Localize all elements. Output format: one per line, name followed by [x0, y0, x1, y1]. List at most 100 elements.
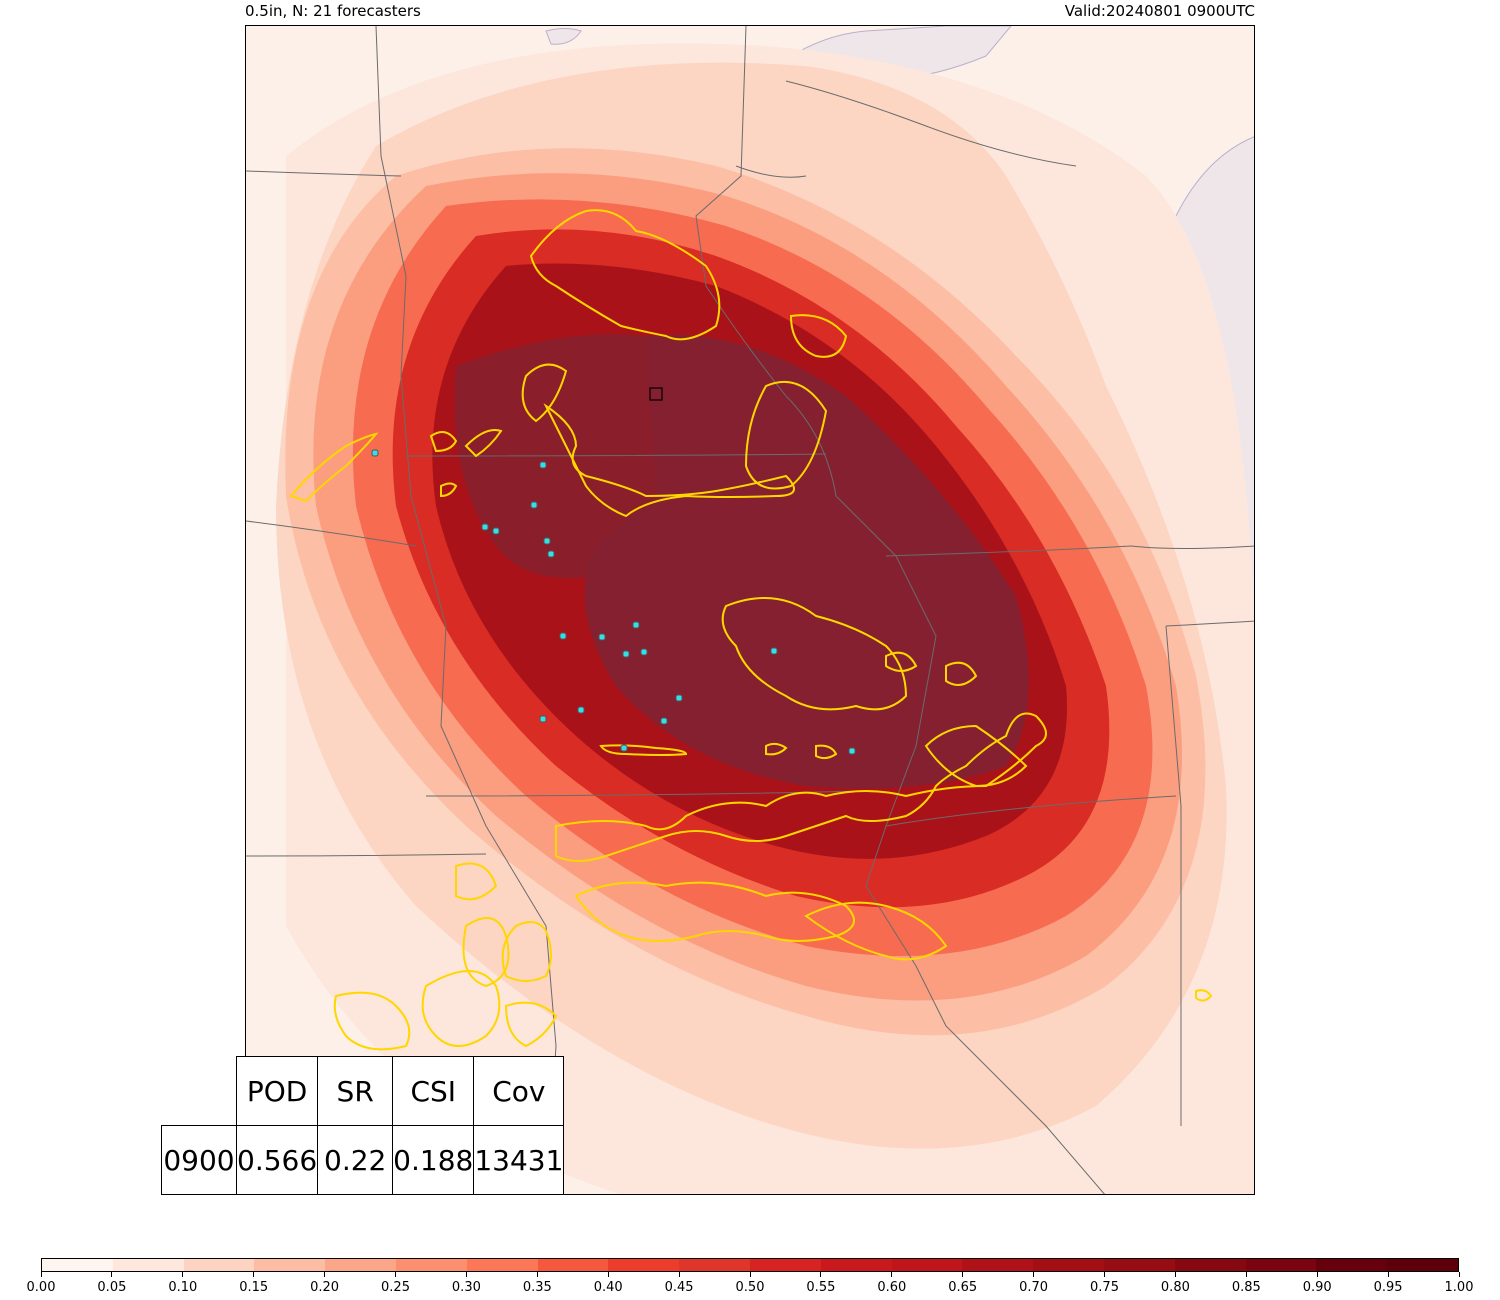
- colorbar-segment: [254, 1259, 326, 1271]
- colorbar-segment: [537, 1259, 609, 1271]
- colorbar-segment: [183, 1259, 255, 1271]
- colorbar-tick: [324, 1272, 326, 1277]
- colorbar-tick-label: 0.70: [1019, 1280, 1049, 1295]
- verification-stats-table: POD SR CSI Cov 0900 0.566 0.22 0.188 134…: [161, 1056, 565, 1195]
- colorbar-tick-label: 0.20: [310, 1280, 340, 1295]
- report-marker: [543, 537, 551, 545]
- report-marker: [598, 633, 606, 641]
- map-title-left: 0.5in, N: 21 forecasters: [245, 2, 421, 20]
- colorbar-tick: [891, 1272, 893, 1277]
- report-marker: [660, 717, 668, 725]
- report-marker: [675, 694, 683, 702]
- probability-shading: [276, 43, 1254, 1194]
- colorbar-tick-label: 0.40: [593, 1280, 623, 1295]
- colorbar-segment: [466, 1259, 538, 1271]
- colorbar-segment: [325, 1259, 396, 1271]
- report-marker: [620, 744, 628, 752]
- value-csi: 0.188: [392, 1125, 475, 1195]
- colorbar-tick-label: 0.50: [735, 1280, 765, 1295]
- colorbar-segment: [962, 1259, 1034, 1271]
- report-marker: [492, 527, 500, 535]
- report-marker: [539, 715, 547, 723]
- value-sr: 0.22: [317, 1125, 394, 1195]
- map-title-right: Valid:20240801 0900UTC: [1064, 2, 1255, 20]
- colorbar-tick-label: 0.10: [168, 1280, 198, 1295]
- colorbar-tick: [1458, 1272, 1460, 1277]
- colorbar-segment: [1103, 1259, 1175, 1271]
- report-marker: [632, 621, 640, 629]
- header-cov: Cov: [473, 1056, 565, 1126]
- colorbar-segment: [42, 1259, 113, 1271]
- colorbar-tick-label: 1.00: [1444, 1280, 1474, 1295]
- lake-small: [545, 28, 582, 45]
- table-corner: [162, 1057, 237, 1126]
- colorbar-tick-label: 0.35: [522, 1280, 552, 1295]
- colorbar-tick-label: 0.45: [664, 1280, 694, 1295]
- colorbar-segment: [1033, 1259, 1104, 1271]
- colorbar-tick-label: 0.55: [806, 1280, 836, 1295]
- report-marker: [770, 647, 778, 655]
- report-marker: [848, 747, 856, 755]
- row-label: 0900: [161, 1125, 237, 1195]
- header-csi: CSI: [392, 1056, 475, 1126]
- selected-location-marker: [649, 387, 663, 401]
- report-marker: [539, 461, 547, 469]
- observed-outline: [289, 209, 1213, 1051]
- colorbar-tick: [536, 1272, 538, 1277]
- colorbar-segment: [1174, 1259, 1246, 1271]
- colorbar-tick: [1316, 1272, 1318, 1277]
- colorbar-segment: [1387, 1259, 1458, 1271]
- colorbar-tick: [40, 1272, 42, 1277]
- colorbar-tick: [607, 1272, 609, 1277]
- colorbar-tick-label: 0.00: [26, 1280, 56, 1295]
- colorbar-tick: [820, 1272, 822, 1277]
- colorbar-segment: [891, 1259, 963, 1271]
- colorbar-segment: [112, 1259, 184, 1271]
- report-marker: [547, 550, 555, 558]
- colorbar-segment: [749, 1259, 821, 1271]
- colorbar-tick-label: 0.75: [1090, 1280, 1119, 1295]
- colorbar-tick: [395, 1272, 396, 1277]
- colorbar-segment: [1245, 1259, 1317, 1271]
- colorbar-segment: [1316, 1259, 1388, 1271]
- report-marker: [577, 706, 585, 714]
- report-marker: [559, 632, 567, 640]
- colorbar-tick: [1104, 1272, 1105, 1277]
- value-cov: 13431: [473, 1125, 565, 1195]
- colorbar-tick: [678, 1272, 680, 1277]
- colorbar-segment: [820, 1259, 892, 1271]
- header-pod: POD: [235, 1056, 319, 1126]
- report-marker: [481, 523, 489, 531]
- colorbar-tick: [253, 1272, 255, 1277]
- colorbar-tick-label: 0.85: [1231, 1280, 1261, 1295]
- colorbar-tick: [749, 1272, 751, 1277]
- colorbar-tick-label: 0.90: [1302, 1280, 1332, 1295]
- probability-colorbar: [41, 1258, 1459, 1272]
- probability-map[interactable]: [245, 25, 1255, 1195]
- report-marker: [622, 650, 630, 658]
- colorbar-tick: [1387, 1272, 1389, 1277]
- colorbar-tick: [111, 1272, 113, 1277]
- colorbar-tick-label: 0.30: [451, 1280, 481, 1295]
- colorbar-tick: [962, 1272, 964, 1277]
- colorbar-tick-label: 0.80: [1160, 1280, 1190, 1295]
- colorbar-tick: [1033, 1272, 1035, 1277]
- colorbar-tick: [465, 1272, 467, 1277]
- report-marker: [530, 501, 538, 509]
- map-canvas: [246, 26, 1254, 1194]
- storm-reports: [371, 449, 856, 755]
- colorbar-tick-label: 0.65: [948, 1280, 978, 1295]
- report-marker: [371, 449, 379, 457]
- colorbar-tick-label: 0.15: [239, 1280, 269, 1295]
- colorbar-tick-label: 0.60: [877, 1280, 907, 1295]
- colorbar-tick-label: 0.25: [381, 1280, 410, 1295]
- colorbar-tick-label: 0.05: [97, 1280, 127, 1295]
- colorbar-segment: [608, 1259, 680, 1271]
- colorbar-tick: [1174, 1272, 1176, 1277]
- report-marker: [640, 648, 648, 656]
- value-pod: 0.566: [235, 1125, 319, 1195]
- colorbar-tick: [182, 1272, 184, 1277]
- header-sr: SR: [317, 1056, 394, 1126]
- colorbar-tick: [1245, 1272, 1247, 1277]
- colorbar-tick-label: 0.95: [1373, 1280, 1403, 1295]
